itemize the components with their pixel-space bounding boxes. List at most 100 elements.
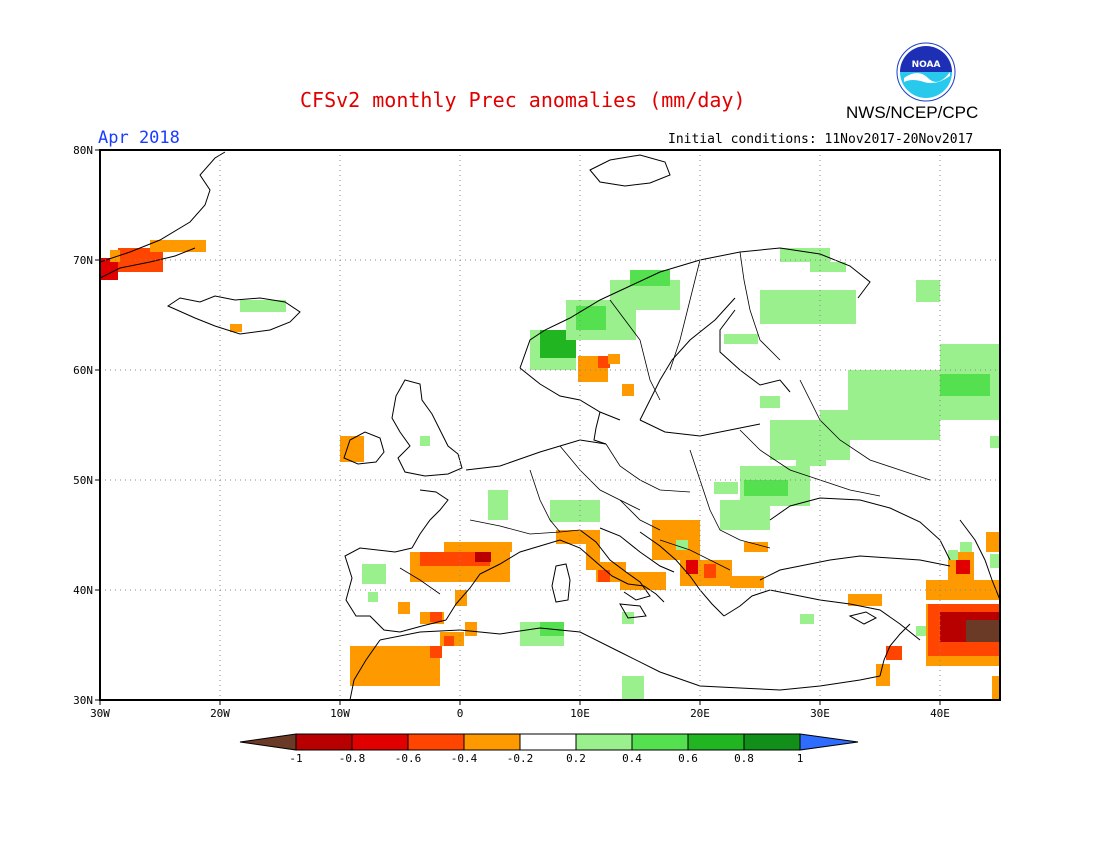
- anomaly-cell: [780, 248, 830, 262]
- anomaly-cell: [990, 554, 1000, 568]
- anomaly-cell: [368, 592, 378, 602]
- anomaly-cell: [576, 306, 606, 330]
- anomaly-cell: [744, 480, 788, 496]
- anomaly-cell: [876, 664, 890, 686]
- anomaly-cell: [916, 280, 940, 302]
- anomaly-cell: [940, 374, 990, 396]
- lon-label-30e: 30E: [810, 707, 830, 720]
- anomaly-cell: [622, 676, 644, 700]
- anomaly-cell: [444, 636, 454, 646]
- anomaly-cell: [676, 540, 688, 550]
- anomaly-cell: [420, 436, 430, 446]
- colorbar-label: 0.2: [566, 752, 586, 765]
- lon-label-0: 0: [457, 707, 464, 720]
- lat-labels: 80N 70N 60N 50N 40N 30N: [73, 144, 93, 707]
- lon-labels: 30W 20W 10W 0 10E 20E 30E 40E: [90, 707, 950, 720]
- lon-label-10w: 10W: [330, 707, 350, 720]
- anomaly-cell: [956, 560, 970, 574]
- anomaly-cell: [720, 500, 770, 530]
- coastlines: [100, 151, 1000, 700]
- graticule: [100, 150, 1000, 700]
- anomaly-cell: [760, 290, 856, 324]
- lat-label-70n: 70N: [73, 254, 93, 267]
- colorbar-box: [351, 733, 409, 751]
- lat-label-60n: 60N: [73, 364, 93, 377]
- anomaly-cell: [986, 532, 1000, 552]
- anomaly-cell: [100, 258, 118, 280]
- colorbar-box: [295, 733, 353, 751]
- colorbar-label: -0.8: [339, 752, 366, 765]
- noaa-logo-icon: NOAA: [896, 42, 956, 102]
- anomaly-cell: [744, 542, 768, 552]
- colorbar-box: [463, 733, 521, 751]
- anomaly-cell: [990, 436, 1000, 448]
- anomaly-cell: [960, 542, 972, 552]
- anomaly-cell: [620, 572, 666, 590]
- colorbar-box: [519, 733, 577, 751]
- colorbar-box: [575, 733, 633, 751]
- lat-label-40n: 40N: [73, 584, 93, 597]
- anomaly-cell: [430, 612, 442, 622]
- anomaly-cell: [465, 622, 477, 636]
- logo-text: NOAA: [912, 60, 941, 70]
- colorbar-box: [631, 733, 689, 751]
- agency-label: NWS/NCEP/CPC: [846, 103, 979, 122]
- colorbar-label: 0.8: [734, 752, 754, 765]
- lon-label-10e: 10E: [570, 707, 590, 720]
- anomaly-cell: [150, 240, 206, 252]
- colorbar-label: -0.2: [507, 752, 534, 765]
- lon-label-20w: 20W: [210, 707, 230, 720]
- anomaly-cell: [598, 570, 610, 582]
- colorbar-label: -1: [289, 752, 302, 765]
- anomaly-cell: [916, 626, 926, 636]
- anomaly-cell: [886, 646, 902, 660]
- map-frame: [99, 149, 1001, 701]
- lon-label-30w: 30W: [90, 707, 110, 720]
- lat-label-30n: 30N: [73, 694, 93, 707]
- anomaly-cell: [550, 500, 600, 522]
- anomaly-cell: [430, 646, 442, 658]
- colorbar-label: 0.4: [622, 752, 642, 765]
- tick-marks: [95, 149, 941, 705]
- colorbar-label: 0.6: [678, 752, 698, 765]
- anomaly-cell: [926, 580, 1000, 600]
- anomaly-cell: [704, 564, 716, 578]
- anomaly-cell: [730, 576, 764, 588]
- forecast-month: Apr 2018: [98, 128, 180, 148]
- country-borders: [399, 251, 931, 595]
- lat-label-50n: 50N: [73, 474, 93, 487]
- colorbar-label: -0.4: [451, 752, 478, 765]
- lon-label-20e: 20E: [690, 707, 710, 720]
- anomaly-cell: [488, 490, 508, 520]
- lat-label-80n: 80N: [73, 144, 93, 157]
- anomaly-cell: [630, 270, 670, 286]
- colorbar-labels: -1 -0.8 -0.6 -0.4 -0.2 0.2 0.4 0.6 0.8 1: [289, 752, 803, 765]
- anomaly-cell: [714, 482, 738, 494]
- anomaly-cell: [848, 594, 882, 606]
- colorbar-label: -0.6: [395, 752, 422, 765]
- page-title: CFSv2 monthly Prec anomalies (mm/day): [300, 88, 746, 112]
- colorbar-label: 1: [797, 752, 804, 765]
- anomaly-cell: [444, 542, 512, 552]
- anomaly-cell: [350, 646, 440, 686]
- anomaly-cell: [992, 676, 1000, 700]
- anomaly-cell: [622, 384, 634, 396]
- initial-conditions: Initial conditions: 11Nov2017-20Nov2017: [668, 132, 974, 147]
- anomaly-cell: [608, 354, 620, 364]
- anomaly-cell: [686, 560, 698, 574]
- colorbar-arrow-low: [239, 733, 297, 751]
- colorbar: [239, 733, 859, 751]
- anomaly-cell: [230, 324, 242, 332]
- colorbar-box: [687, 733, 745, 751]
- anomaly-cell: [966, 620, 1000, 642]
- anomaly-shading: [100, 240, 1000, 700]
- anomaly-cell: [398, 602, 410, 614]
- anomaly-cell: [948, 550, 958, 560]
- anomaly-cell: [800, 614, 814, 624]
- colorbar-box: [407, 733, 465, 751]
- anomaly-cell: [796, 452, 826, 466]
- anomaly-cell: [362, 564, 386, 584]
- anomaly-cell: [240, 300, 286, 312]
- anomaly-cell: [810, 262, 846, 272]
- anomaly-cell: [598, 356, 610, 368]
